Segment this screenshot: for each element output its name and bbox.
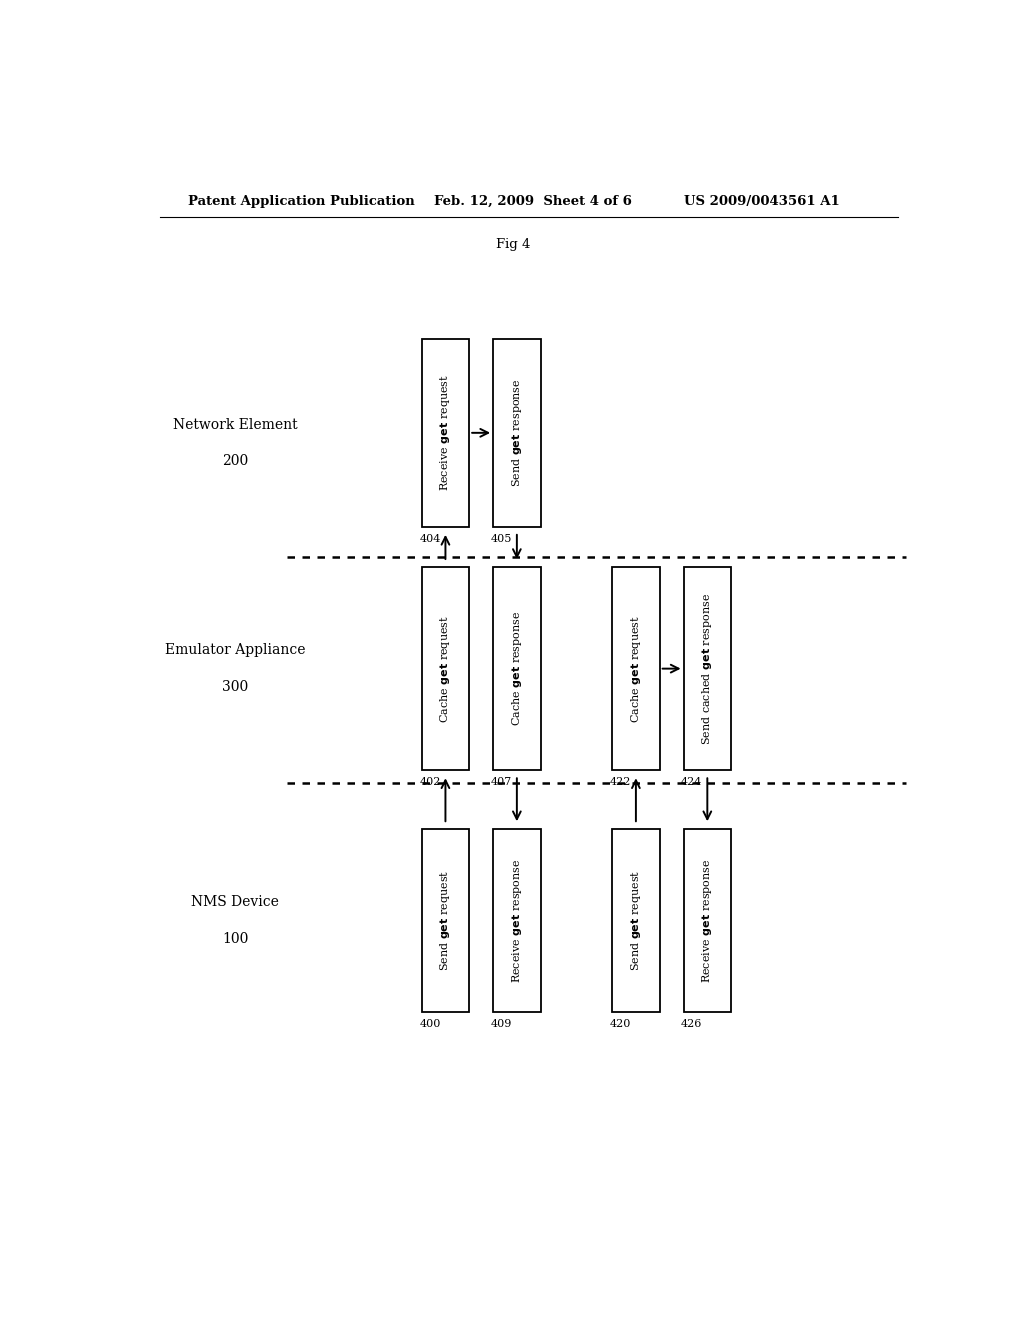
Bar <box>684 829 731 1012</box>
Text: Receive $\bf{get}$ response: Receive $\bf{get}$ response <box>700 858 715 983</box>
Bar <box>422 339 469 527</box>
Text: Send $\bf{get}$ response: Send $\bf{get}$ response <box>510 379 524 487</box>
Text: Emulator Appliance: Emulator Appliance <box>165 643 305 657</box>
Text: Receive $\bf{get}$ response: Receive $\bf{get}$ response <box>510 858 524 983</box>
Bar <box>494 829 541 1012</box>
Bar <box>422 568 469 771</box>
Text: Cache $\bf{get}$ request: Cache $\bf{get}$ request <box>629 615 643 722</box>
Text: US 2009/0043561 A1: US 2009/0043561 A1 <box>684 194 840 207</box>
Text: Patent Application Publication: Patent Application Publication <box>187 194 415 207</box>
Bar <box>422 829 469 1012</box>
Text: Network Element: Network Element <box>173 417 297 432</box>
Text: 100: 100 <box>222 932 249 946</box>
Text: 405: 405 <box>490 535 512 544</box>
Text: Receive $\bf{get}$ request: Receive $\bf{get}$ request <box>438 375 453 491</box>
Bar <box>684 568 731 771</box>
Text: 404: 404 <box>419 535 440 544</box>
Text: 407: 407 <box>490 777 512 788</box>
Text: 400: 400 <box>419 1019 440 1030</box>
Text: 424: 424 <box>681 777 702 788</box>
Text: Send $\bf{get}$ request: Send $\bf{get}$ request <box>629 870 643 972</box>
Text: Send $\bf{get}$ request: Send $\bf{get}$ request <box>438 870 453 972</box>
Text: 420: 420 <box>609 1019 631 1030</box>
Bar <box>612 568 659 771</box>
Text: 422: 422 <box>609 777 631 788</box>
Text: NMS Device: NMS Device <box>191 895 280 909</box>
Bar <box>494 339 541 527</box>
Text: 200: 200 <box>222 454 248 469</box>
Text: Cache $\bf{get}$ response: Cache $\bf{get}$ response <box>510 611 524 726</box>
Text: 409: 409 <box>490 1019 512 1030</box>
Bar <box>494 568 541 771</box>
Text: 402: 402 <box>419 777 440 788</box>
Text: Cache $\bf{get}$ request: Cache $\bf{get}$ request <box>438 615 453 722</box>
Text: 300: 300 <box>222 680 248 694</box>
Bar <box>612 829 659 1012</box>
Text: Feb. 12, 2009  Sheet 4 of 6: Feb. 12, 2009 Sheet 4 of 6 <box>433 194 632 207</box>
Text: Send cached $\bf{get}$ response: Send cached $\bf{get}$ response <box>700 593 715 744</box>
Text: 426: 426 <box>681 1019 702 1030</box>
Text: Fig 4: Fig 4 <box>496 239 530 251</box>
